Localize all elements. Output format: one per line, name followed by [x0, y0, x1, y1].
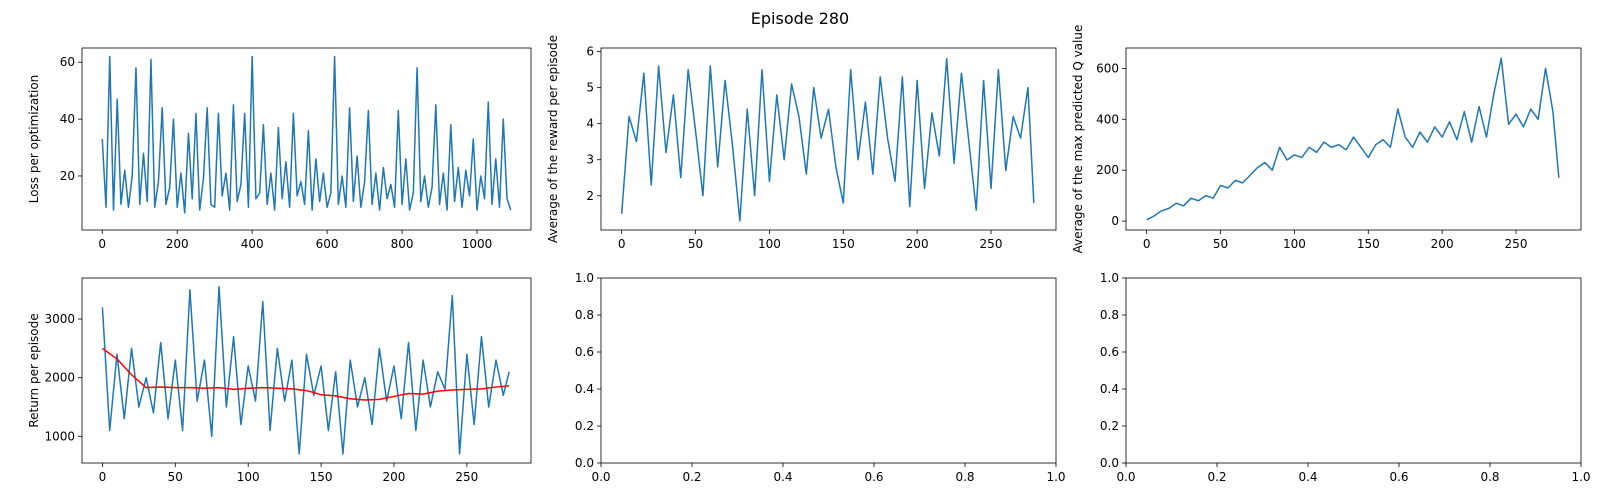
y-tick-label: 2000	[44, 371, 75, 385]
series-line-return-1	[101, 347, 510, 401]
y-axis-label: Average of the reward per episode	[546, 35, 560, 243]
x-tick-label: 0	[99, 470, 107, 484]
y-tick-label: 0.0	[575, 456, 594, 470]
x-tick-label: 100	[758, 237, 781, 251]
y-tick-label: 1000	[44, 429, 75, 443]
x-tick-label: 0.2	[682, 470, 701, 484]
y-tick-label: 0.6	[1100, 345, 1119, 359]
x-tick-label: 0.2	[1207, 470, 1226, 484]
axes-frame-qvalue	[1125, 47, 1582, 231]
x-tick-label: 0.8	[1480, 470, 1499, 484]
x-tick-label: 0	[98, 237, 106, 251]
y-tick-label: 20	[60, 169, 75, 183]
x-tick-label: 0.6	[1389, 470, 1408, 484]
y-axis-label: Return per episode	[27, 313, 41, 427]
x-tick-label: 200	[383, 470, 406, 484]
y-tick-label: 6	[586, 45, 594, 59]
x-tick-label: 0.0	[591, 470, 610, 484]
axes-frame-reward	[600, 47, 1057, 231]
y-tick-label: 3	[586, 153, 594, 167]
x-tick-label: 150	[310, 470, 333, 484]
axes-frame-empty1	[600, 277, 1057, 464]
series-line-reward-0	[620, 58, 1035, 222]
y-tick-label: 1.0	[1100, 271, 1119, 285]
subplot-reward: 0 50 100 150 200 250 2 3 4 5 6 Average of the rewar…	[546, 35, 1057, 251]
axes-frame-loss	[81, 47, 532, 231]
y-tick-label: 60	[60, 55, 75, 69]
x-tick-label: 800	[391, 237, 414, 251]
subplot-empty2: 0.0 0.2 0.4 0.6 0.8 1.0 0.0 0.2 0.4 0.6 0.8 1.0	[1100, 271, 1591, 484]
subplot-qvalue: 0 50 100 150 200 250 0 200 400 600 Average of the …	[1071, 25, 1582, 254]
x-tick-label: 200	[906, 237, 929, 251]
y-tick-label: 200	[1096, 163, 1119, 177]
series-line-loss-0	[101, 55, 512, 214]
series-line-qvalue-0	[1146, 57, 1560, 221]
figure-title: Episode 280	[751, 9, 849, 28]
x-tick-label: 0.8	[955, 470, 974, 484]
x-tick-label: 100	[237, 470, 260, 484]
y-axis-label: Average of the max predicted Q value	[1071, 25, 1085, 254]
y-tick-label: 2	[586, 189, 594, 203]
x-tick-label: 200	[166, 237, 189, 251]
y-tick-label: 0.0	[1100, 456, 1119, 470]
series-line-return-0	[101, 286, 510, 455]
y-tick-label: 40	[60, 112, 75, 126]
x-tick-label: 0.4	[1298, 470, 1317, 484]
x-tick-label: 150	[832, 237, 855, 251]
y-tick-label: 4	[586, 117, 594, 131]
y-tick-label: 400	[1096, 112, 1119, 126]
x-tick-label: 250	[455, 470, 478, 484]
x-tick-label: 1000	[462, 237, 493, 251]
x-tick-label: 150	[1357, 237, 1380, 251]
x-tick-label: 50	[688, 237, 703, 251]
x-tick-label: 50	[1213, 237, 1228, 251]
y-tick-label: 600	[1096, 61, 1119, 75]
axes-frame-return	[81, 277, 532, 464]
x-tick-label: 0	[1143, 237, 1151, 251]
y-tick-label: 0.4	[1100, 382, 1119, 396]
x-tick-label: 100	[1283, 237, 1306, 251]
subplot-empty1: 0.0 0.2 0.4 0.6 0.8 1.0 0.0 0.2 0.4 0.6 0.8 1.0	[575, 271, 1066, 484]
x-tick-label: 1.0	[1046, 470, 1065, 484]
y-tick-label: 0	[1111, 214, 1119, 228]
y-tick-label: 0.8	[1100, 308, 1119, 322]
x-tick-label: 0.0	[1116, 470, 1135, 484]
y-tick-label: 0.2	[1100, 419, 1119, 433]
y-tick-label: 0.6	[575, 345, 594, 359]
y-tick-label: 0.2	[575, 419, 594, 433]
y-tick-label: 3000	[44, 312, 75, 326]
x-tick-label: 1.0	[1571, 470, 1590, 484]
y-tick-label: 5	[586, 81, 594, 95]
x-tick-label: 50	[168, 470, 183, 484]
x-tick-label: 0.4	[773, 470, 792, 484]
axes-frame-empty2	[1125, 277, 1582, 464]
y-tick-label: 0.8	[575, 308, 594, 322]
y-tick-label: 0.4	[575, 382, 594, 396]
subplot-loss: 0 200 400 600 800 1000 20 40 60 Loss per optimiza…	[27, 47, 532, 251]
x-tick-label: 600	[316, 237, 339, 251]
x-tick-label: 250	[1505, 237, 1528, 251]
x-tick-label: 0.6	[864, 470, 883, 484]
y-tick-label: 1.0	[575, 271, 594, 285]
y-axis-label: Loss per optimization	[27, 75, 41, 204]
x-tick-label: 0	[618, 237, 626, 251]
x-tick-label: 250	[980, 237, 1003, 251]
x-tick-label: 400	[241, 237, 264, 251]
x-tick-label: 200	[1431, 237, 1454, 251]
